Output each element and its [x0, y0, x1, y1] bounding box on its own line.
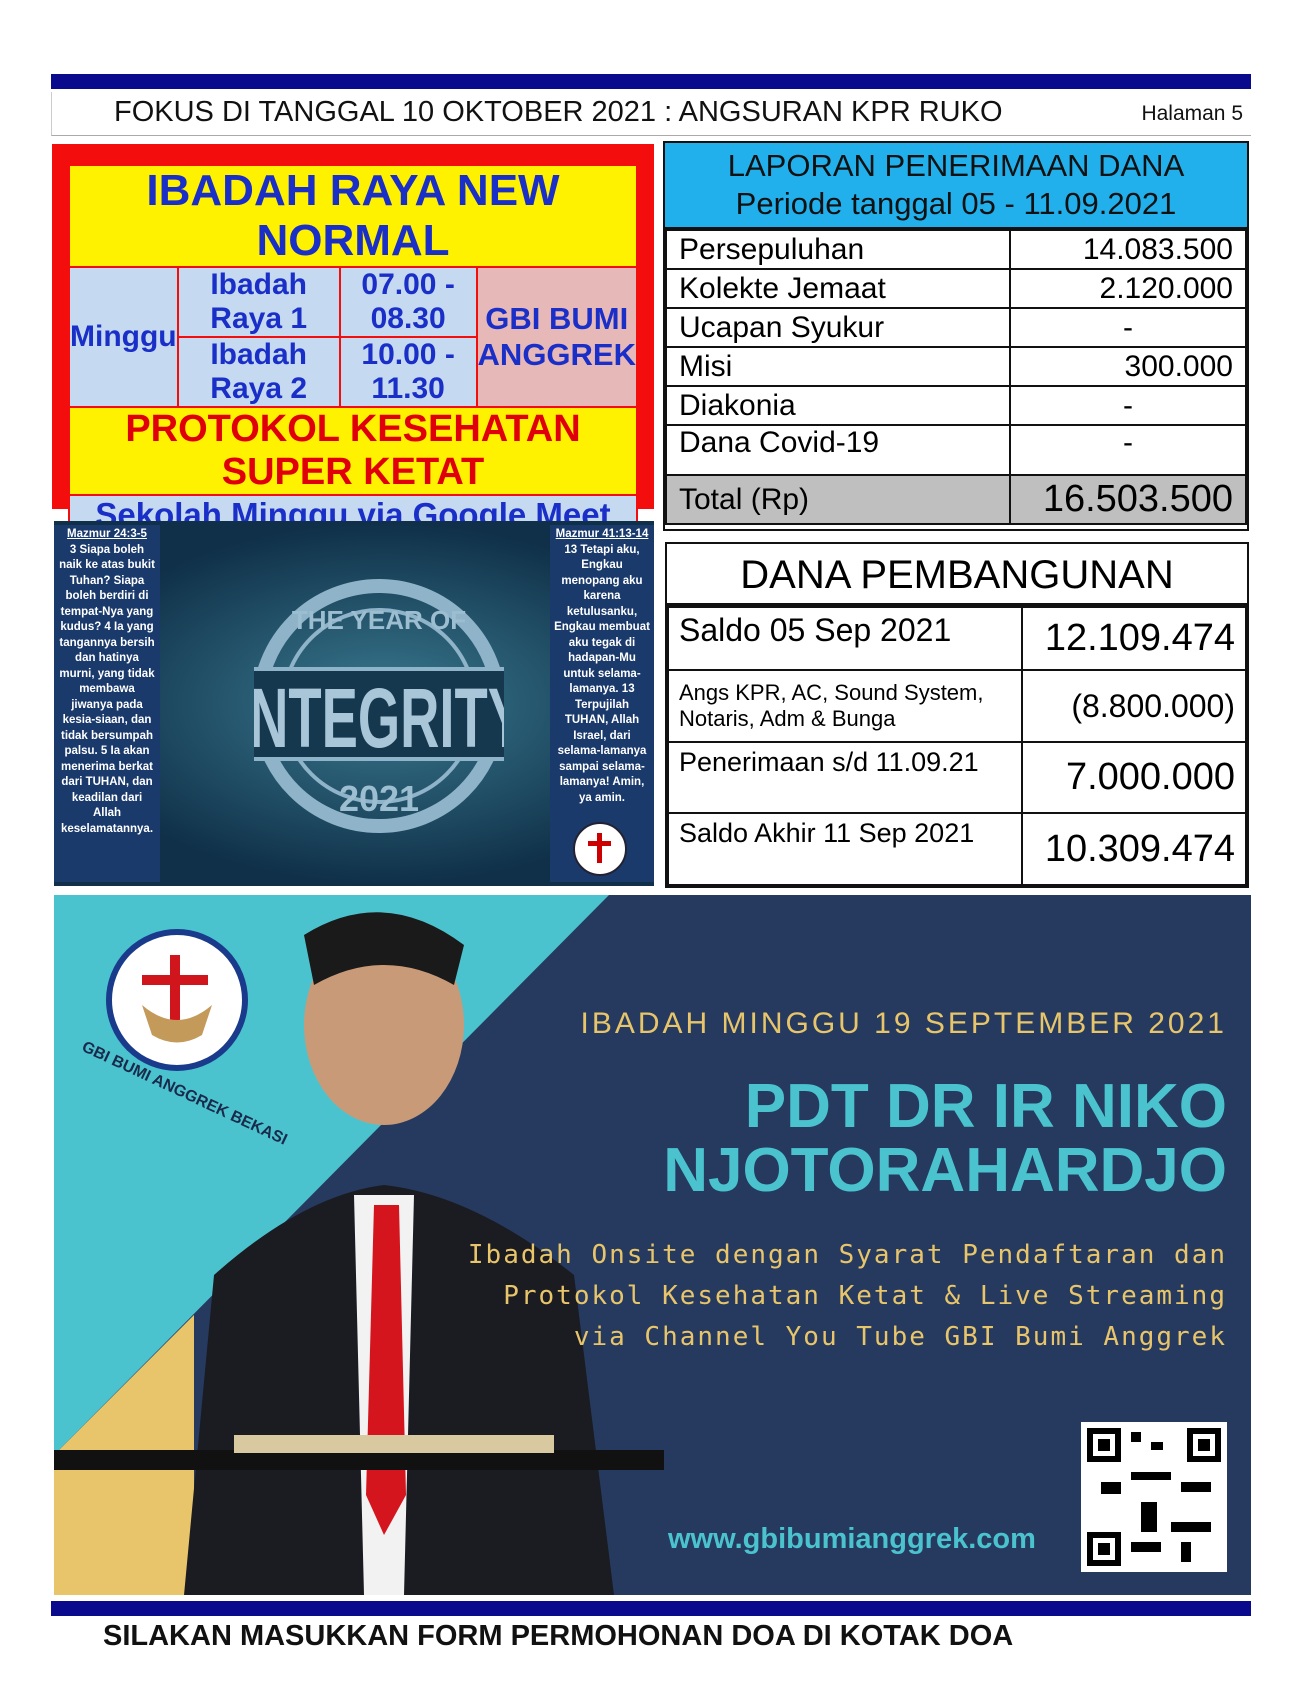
table-row: Saldo 05 Sep 2021 12.109.474	[667, 606, 1247, 671]
verse-text: 13 Tetapi aku, Engkau menopang aku karen…	[554, 543, 650, 804]
day-label: Minggu	[68, 266, 179, 408]
seal-main-text: INTEGRITY	[254, 671, 504, 765]
table-row: Saldo Akhir 11 Sep 2021 10.309.474	[667, 812, 1247, 886]
table-row: Dana Covid-19-	[665, 424, 1247, 476]
ibadah-title: IBADAH RAYA NEW NORMAL	[68, 164, 638, 268]
service-name: Ibadah Raya 2	[176, 336, 341, 408]
row-value: 14.083.500	[1009, 229, 1247, 270]
sermon-banner: GBI BUMI ANGGREK BEKASI IBADAH MINGGU 19…	[54, 895, 1251, 1595]
table-row: Angs KPR, AC, Sound System, Notaris, Adm…	[667, 669, 1247, 743]
seal-top-text: THE YEAR OF	[292, 605, 466, 635]
verse-right: Mazmur 41:13-14 13 Tetapi aku, Engkau men…	[550, 525, 654, 882]
website-link[interactable]: www.gbibumianggrek.com	[668, 1523, 1036, 1555]
page-number: Halaman 5	[1141, 102, 1243, 125]
row-value: 10.309.474	[1021, 812, 1247, 886]
footer-text: SILAKAN MASUKKAN FORM PERMOHONAN DOA DI …	[103, 1620, 1014, 1652]
table-row: Penerimaan s/d 11.09.21 7.000.000	[667, 741, 1247, 814]
location: GBI BUMI ANGGREK	[475, 266, 639, 408]
desc-line: Protokol Kesehatan Ketat & Live Streamin…	[503, 1281, 1227, 1311]
row-label: Penerimaan s/d 11.09.21	[667, 741, 1023, 814]
row-value: -	[1009, 424, 1247, 476]
top-rule	[51, 74, 1251, 89]
row-label: Persepuluhan	[665, 229, 1011, 270]
speaker-name: PDT DR IR NIKO NJOTORAHARDJO	[663, 1075, 1227, 1203]
verse-ref: Mazmur 41:13-14	[555, 528, 649, 540]
church-logo-icon	[106, 929, 248, 1071]
row-label: Diakonia	[665, 385, 1011, 426]
row-label: Saldo 05 Sep 2021	[667, 606, 1023, 671]
integrity-seal-icon: THE YEAR OF INTEGRITY 2021	[254, 579, 504, 833]
desc-line: Ibadah Onsite dengan Syarat Pendaftaran …	[467, 1240, 1227, 1270]
row-label: Dana Covid-19	[665, 424, 1011, 476]
verse-text: 3 Siapa boleh naik ke atas bukit Tuhan? …	[59, 543, 155, 835]
row-label: Angs KPR, AC, Sound System, Notaris, Adm…	[667, 669, 1023, 743]
protocol-text: PROTOKOL KESEHATAN SUPER KETAT	[68, 406, 638, 496]
header-title: FOKUS DI TANGGAL 10 OKTOBER 2021 : ANGSU…	[114, 96, 1003, 128]
total-label: Total (Rp)	[665, 474, 1011, 525]
event-description: Ibadah Onsite dengan Syarat Pendaftaran …	[468, 1235, 1227, 1358]
service-name: Ibadah Raya 1	[176, 266, 341, 338]
row-label: Saldo Akhir 11 Sep 2021	[667, 812, 1023, 886]
dana-pembangunan-table: DANA PEMBANGUNAN Saldo 05 Sep 2021 12.109…	[665, 542, 1249, 888]
total-row: Total (Rp) 16.503.500	[665, 474, 1247, 525]
table-row: Diakonia -	[665, 385, 1247, 426]
laporan-period: Periode tanggal 05 - 11.09.2021	[735, 186, 1177, 221]
table-row: Misi 300.000	[665, 346, 1247, 387]
row-label: Kolekte Jemaat	[665, 268, 1011, 309]
row-value: 300.000	[1009, 346, 1247, 387]
service-time: 07.00 - 08.30	[338, 266, 478, 338]
row-value: (8.800.000)	[1021, 669, 1247, 743]
row-label: Ucapan Syukur	[665, 307, 1011, 348]
laporan-title: LAPORAN PENERIMAAN DANA	[727, 148, 1185, 183]
speaker-line: PDT DR IR NIKO	[744, 1072, 1227, 1141]
page-header: FOKUS DI TANGGAL 10 OKTOBER 2021 : ANGSU…	[51, 92, 1251, 136]
service-time: 10.00 - 11.30	[338, 336, 478, 408]
desc-line: via Channel You Tube GBI Bumi Anggrek	[573, 1322, 1227, 1352]
row-value: 7.000.000	[1021, 741, 1247, 814]
seal-year-text: 2021	[339, 778, 419, 819]
row-label: Misi	[665, 346, 1011, 387]
table-row: Persepuluhan 14.083.500	[665, 229, 1247, 270]
laporan-table: LAPORAN PENERIMAAN DANA Periode tanggal 0…	[663, 141, 1249, 531]
row-value: 2.120.000	[1009, 268, 1247, 309]
row-value: 12.109.474	[1021, 606, 1247, 671]
ibadah-schedule: IBADAH RAYA NEW NORMAL Minggu Ibadah Ray…	[52, 144, 654, 574]
integrity-graphic: Mazmur 24:3-5 3 Siapa boleh naik ke atas …	[54, 521, 654, 886]
row-value: -	[1009, 385, 1247, 426]
table-row: Kolekte Jemaat 2.120.000	[665, 268, 1247, 309]
total-value: 16.503.500	[1009, 474, 1247, 525]
event-date: IBADAH MINGGU 19 SEPTEMBER 2021	[580, 1007, 1227, 1040]
table-row: Ucapan Syukur -	[665, 307, 1247, 348]
dana-title: DANA PEMBANGUNAN	[667, 544, 1247, 606]
gbi-logo-icon	[573, 822, 627, 876]
verse-left: Mazmur 24:3-5 3 Siapa boleh naik ke atas …	[54, 525, 160, 882]
speaker-line: NJOTORAHARDJO	[663, 1136, 1227, 1205]
qr-code-icon[interactable]	[1081, 1422, 1227, 1572]
row-value: -	[1009, 307, 1247, 348]
verse-ref: Mazmur 24:3-5	[67, 528, 147, 540]
bottom-rule	[51, 1601, 1251, 1616]
